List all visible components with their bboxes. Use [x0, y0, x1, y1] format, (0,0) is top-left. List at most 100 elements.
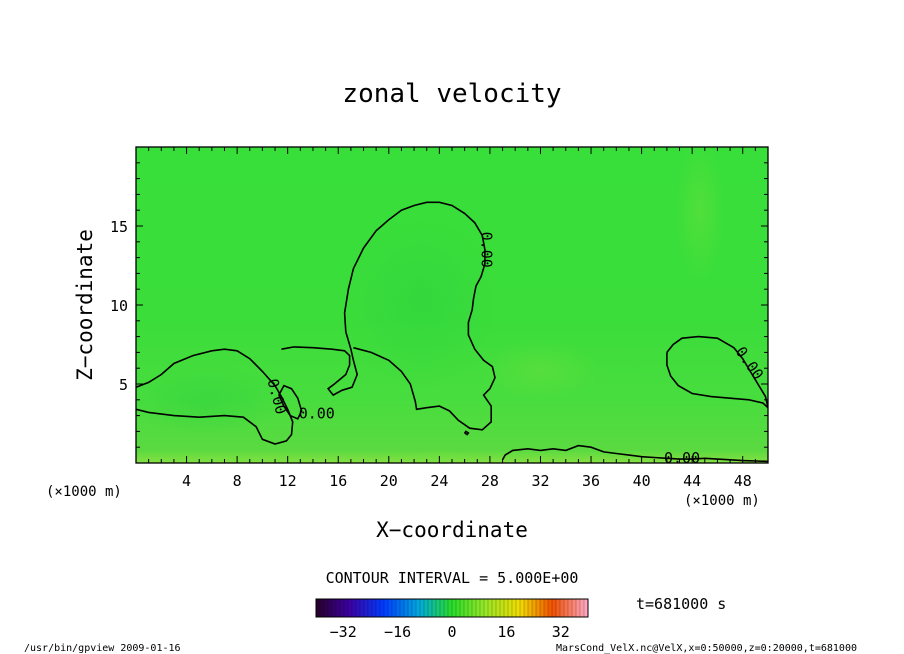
colorbar-swatch	[388, 599, 393, 617]
field-shading-high	[675, 147, 725, 280]
x-tick-label: 20	[380, 472, 398, 490]
zero-contour-line	[278, 384, 303, 420]
field-shading-low	[340, 210, 500, 390]
axis-ticks	[136, 147, 768, 463]
colorbar-swatch	[408, 599, 413, 617]
colorbar-swatch	[528, 599, 533, 617]
colorbar-swatch	[556, 599, 561, 617]
x-tick-label: 16	[329, 472, 347, 490]
colorbar-swatch	[384, 599, 389, 617]
y-tick-label: 10	[110, 297, 128, 315]
x-tick-label: 12	[279, 472, 297, 490]
colorbar-swatch	[564, 599, 569, 617]
colorbar-swatch	[352, 599, 357, 617]
colorbar-swatch	[372, 599, 377, 617]
colorbar-swatch	[316, 599, 321, 617]
colorbar-swatch	[496, 599, 501, 617]
x-tick-label: 8	[233, 472, 242, 490]
x-tick-label: 24	[430, 472, 448, 490]
colorbar-swatch	[500, 599, 505, 617]
colorbar-swatch	[432, 599, 437, 617]
colorbar-swatch	[344, 599, 349, 617]
field-shading-high	[380, 450, 500, 463]
colorbar-swatch	[512, 599, 517, 617]
colorbar-swatch	[488, 599, 493, 617]
colorbar-swatch	[560, 599, 565, 617]
colorbar-swatch	[380, 599, 385, 617]
colorbar-frame	[315, 598, 589, 618]
x-unit-left: (×1000 m)	[46, 484, 122, 500]
x-tick-label: 48	[734, 472, 752, 490]
colorbar-swatches	[315, 599, 589, 617]
y-axis-title: Z−coordinate	[73, 229, 97, 381]
colorbar-swatch	[340, 599, 345, 617]
contour-label: 0.00	[664, 449, 700, 467]
x-tick-label: 4	[182, 472, 191, 490]
contour-label: 0.00	[478, 232, 496, 268]
colorbar-swatch	[584, 599, 589, 617]
colorbar-swatch	[468, 599, 473, 617]
colorbar-swatch	[456, 599, 461, 617]
colorbar-swatch	[328, 599, 333, 617]
colorbar-swatch	[428, 599, 433, 617]
zero-contour-line	[666, 335, 768, 408]
zero-contour-line	[463, 430, 470, 436]
colorbar-tick-label: −32	[330, 623, 357, 641]
y-tick-label: 15	[110, 218, 128, 236]
colorbar-swatch	[504, 599, 509, 617]
colorbar-swatch	[324, 599, 329, 617]
colorbar-swatch	[356, 599, 361, 617]
colorbar-swatch	[464, 599, 469, 617]
colorbar-swatch	[548, 599, 553, 617]
colorbar-swatch	[364, 599, 369, 617]
colorbar-swatch	[472, 599, 477, 617]
colorbar-swatch	[536, 599, 541, 617]
colorbar-swatch	[544, 599, 549, 617]
colorbar-swatch	[524, 599, 529, 617]
y-tick-labels: 5 10 15	[110, 218, 128, 394]
colorbar-swatch	[400, 599, 405, 617]
colorbar-swatch	[476, 599, 481, 617]
colorbar-swatch	[424, 599, 429, 617]
colorbar-tick-label: 0	[447, 623, 456, 641]
colorbar-swatch	[552, 599, 557, 617]
colorbar-swatch	[460, 599, 465, 617]
colorbar-swatch	[436, 599, 441, 617]
colorbar-swatch	[404, 599, 409, 617]
x-tick-labels: 4 8 12 16 20 24 28 32 36 40 44 48	[182, 472, 752, 490]
plot-area: 0.000.00 0.000.000.00	[136, 147, 768, 467]
colorbar-swatch	[332, 599, 337, 617]
x-tick-label: 40	[633, 472, 651, 490]
colorbar-swatch	[516, 599, 521, 617]
colorbar-swatch	[448, 599, 453, 617]
colorbar-swatch	[532, 599, 537, 617]
x-tick-label: 36	[582, 472, 600, 490]
colorbar-swatch	[480, 599, 485, 617]
field-shading-high	[480, 340, 600, 400]
x-unit-right: (×1000 m)	[684, 493, 760, 509]
x-tick-label: 28	[481, 472, 499, 490]
footer-left: /usr/bin/gpview 2009-01-16	[24, 643, 181, 654]
footer-right: MarsCond_VelX.nc@VelX,x=0:50000,z=0:2000…	[556, 643, 857, 654]
colorbar-swatch	[396, 599, 401, 617]
colorbar-swatch	[484, 599, 489, 617]
colorbar-swatch	[336, 599, 341, 617]
zero-contour-line	[666, 352, 768, 409]
colorbar-swatch	[572, 599, 577, 617]
colorbar: −32 −16 0 16 32	[315, 598, 589, 641]
contour-label: 0.00	[299, 405, 335, 423]
colorbar-tick-label: 16	[497, 623, 515, 641]
zero-contour-line	[501, 444, 768, 463]
colorbar-swatch	[412, 599, 417, 617]
colorbar-swatch	[348, 599, 353, 617]
x-tick-label: 32	[531, 472, 549, 490]
colorbar-swatch	[576, 599, 581, 617]
colorbar-tick-label: −16	[384, 623, 411, 641]
contour-lines	[136, 201, 768, 463]
chart-title: zonal velocity	[342, 79, 561, 109]
colorbar-swatch	[492, 599, 497, 617]
x-axis-title: X−coordinate	[376, 518, 528, 542]
colorbar-swatch	[360, 599, 365, 617]
y-tick-label: 5	[119, 376, 128, 394]
